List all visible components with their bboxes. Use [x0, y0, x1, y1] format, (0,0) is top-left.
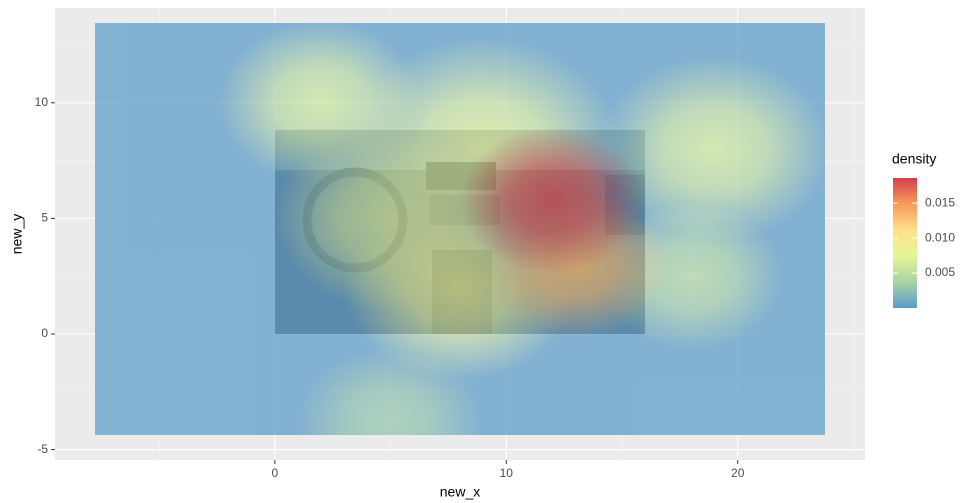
- x-tick-label: 10: [500, 466, 514, 480]
- legend-tick-label: 0.005: [925, 265, 955, 279]
- legend-tick-label: 0.015: [925, 195, 955, 209]
- y-tick-label: 10: [35, 95, 49, 109]
- density-hotspot: [460, 125, 646, 274]
- heat-layer: [95, 23, 825, 435]
- y-tick-label: 0: [41, 326, 48, 340]
- density-hotspot: [598, 56, 825, 242]
- y-tick-label: 5: [41, 211, 48, 225]
- x-tick-label: 0: [272, 466, 279, 480]
- y-axis-title: new_y: [9, 214, 25, 254]
- x-axis-title: new_x: [440, 484, 480, 500]
- x-tick-label: 20: [731, 466, 745, 480]
- colorbar: [893, 178, 917, 308]
- legend-tick-label: 0.010: [925, 230, 955, 244]
- legend-title: density: [892, 151, 936, 167]
- y-tick-label: -5: [37, 442, 48, 456]
